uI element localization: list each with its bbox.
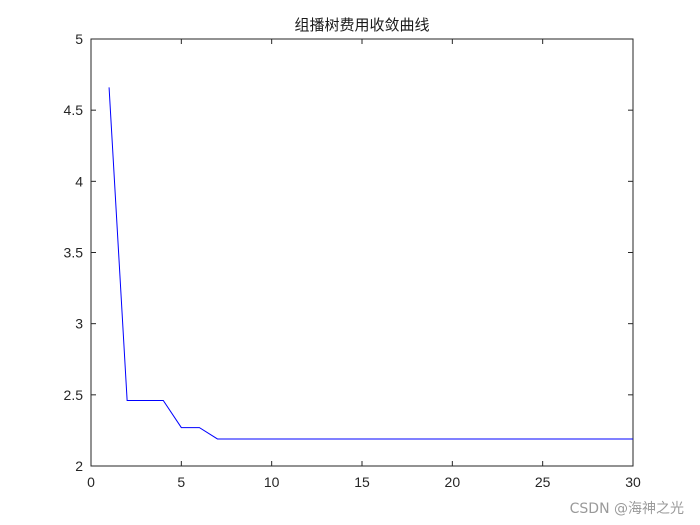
series-layer xyxy=(108,87,633,440)
y-tick-label: 2 xyxy=(75,458,83,474)
x-tick-label: 15 xyxy=(354,474,370,490)
axis-ticks xyxy=(90,38,634,467)
y-tick-label: 4.5 xyxy=(64,102,84,118)
x-tick-label: 20 xyxy=(445,474,461,490)
x-tick-label: 25 xyxy=(535,474,551,490)
x-tick-label: 5 xyxy=(177,474,185,490)
y-tick-label: 5 xyxy=(75,31,83,47)
plot-area xyxy=(90,38,634,467)
x-tick-label: 0 xyxy=(87,474,95,490)
axis-tick-labels: 0 5 10 15 20 25 30 2 2.5 3 3.5 4 4.5 5 xyxy=(64,31,641,490)
chart-title: 组播树费用收敛曲线 xyxy=(294,16,429,34)
y-tick-label: 3 xyxy=(75,316,83,332)
y-tick-label: 3.5 xyxy=(64,245,84,261)
y-tick-label: 2.5 xyxy=(64,387,84,403)
series-line xyxy=(108,87,633,440)
x-tick-label: 30 xyxy=(625,474,641,490)
y-tick-label: 4 xyxy=(75,173,83,189)
watermark: CSDN @海神之光 xyxy=(570,501,684,517)
x-tick-label: 10 xyxy=(264,474,280,490)
